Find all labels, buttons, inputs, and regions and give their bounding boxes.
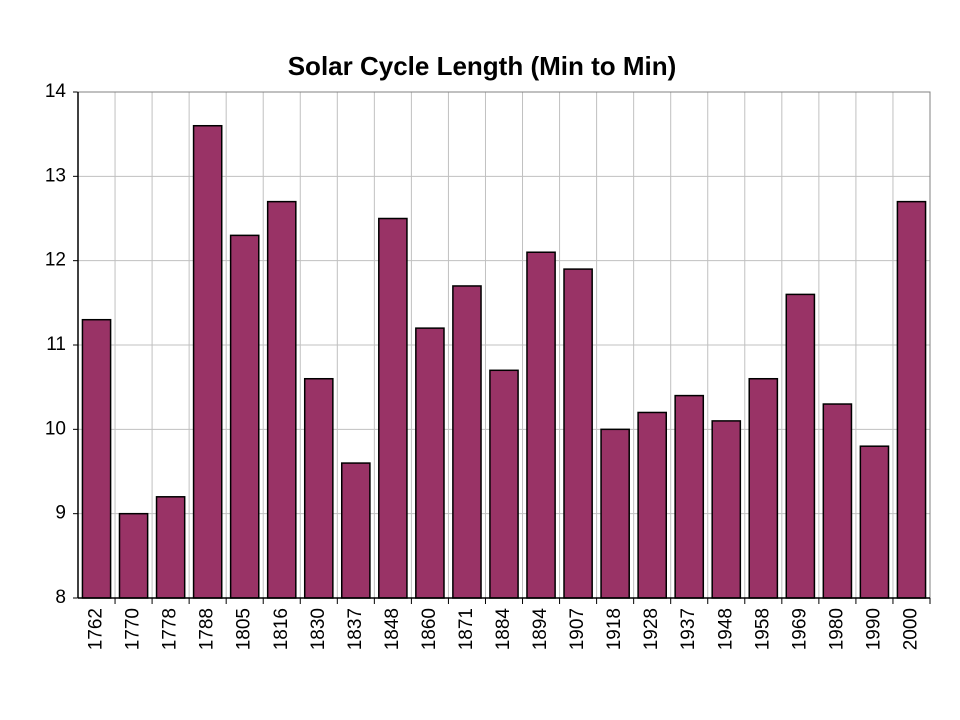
bar <box>785 293 816 599</box>
bar <box>674 394 705 599</box>
y-tick-label: 12 <box>45 250 66 271</box>
bar <box>822 403 853 599</box>
y-tick-label: 10 <box>45 418 66 439</box>
bar <box>489 369 519 599</box>
bar <box>748 377 779 599</box>
x-tick-label: 1837 <box>345 608 366 650</box>
x-tick-label: 1969 <box>789 608 810 650</box>
y-tick-label: 8 <box>55 587 66 608</box>
bar <box>378 217 408 599</box>
bar <box>303 377 334 599</box>
x-tick-label: 1948 <box>715 608 736 650</box>
bar <box>415 327 445 599</box>
x-tick-label: 2000 <box>900 608 921 650</box>
x-tick-label: 1894 <box>530 608 551 651</box>
x-tick-label: 1788 <box>197 608 218 650</box>
x-tick-label: 1907 <box>567 608 588 650</box>
x-tick-label: 1778 <box>160 608 181 650</box>
bar <box>118 512 149 599</box>
bar <box>192 124 223 599</box>
x-tick-label: 1958 <box>752 608 773 650</box>
x-tick-label: 1937 <box>678 608 699 650</box>
x-tick-label: 1816 <box>271 608 292 650</box>
x-tick-label: 1860 <box>419 608 440 650</box>
x-tick-label: 1805 <box>234 608 255 650</box>
bar <box>266 200 297 599</box>
x-tick-label: 1884 <box>493 608 514 651</box>
bar <box>526 251 556 599</box>
bar <box>563 268 593 599</box>
x-tick-label: 1918 <box>604 608 625 650</box>
x-tick-label: 1848 <box>382 608 403 650</box>
bar <box>81 318 112 599</box>
chart-title: Solar Cycle Length (Min to Min) <box>288 51 677 81</box>
x-tick-label: 1980 <box>826 608 847 650</box>
bar <box>637 411 668 599</box>
y-tick-label: 9 <box>55 503 66 524</box>
x-tick-label: 1762 <box>86 608 107 650</box>
bar <box>155 496 186 599</box>
y-tick-label: 14 <box>45 81 67 102</box>
bar <box>600 428 630 599</box>
x-tick-label: 1871 <box>456 608 477 650</box>
bar <box>896 200 927 599</box>
x-tick-label: 1990 <box>863 608 884 650</box>
y-tick-label: 11 <box>46 334 66 355</box>
y-tick-label: 13 <box>45 165 66 186</box>
bar <box>711 420 742 599</box>
bar <box>340 462 371 599</box>
x-tick-label: 1928 <box>641 608 662 650</box>
bar <box>452 285 482 599</box>
x-tick-label: 1770 <box>123 608 144 650</box>
x-tick-label: 1830 <box>308 608 329 650</box>
bar <box>229 234 260 599</box>
bar <box>859 445 890 599</box>
